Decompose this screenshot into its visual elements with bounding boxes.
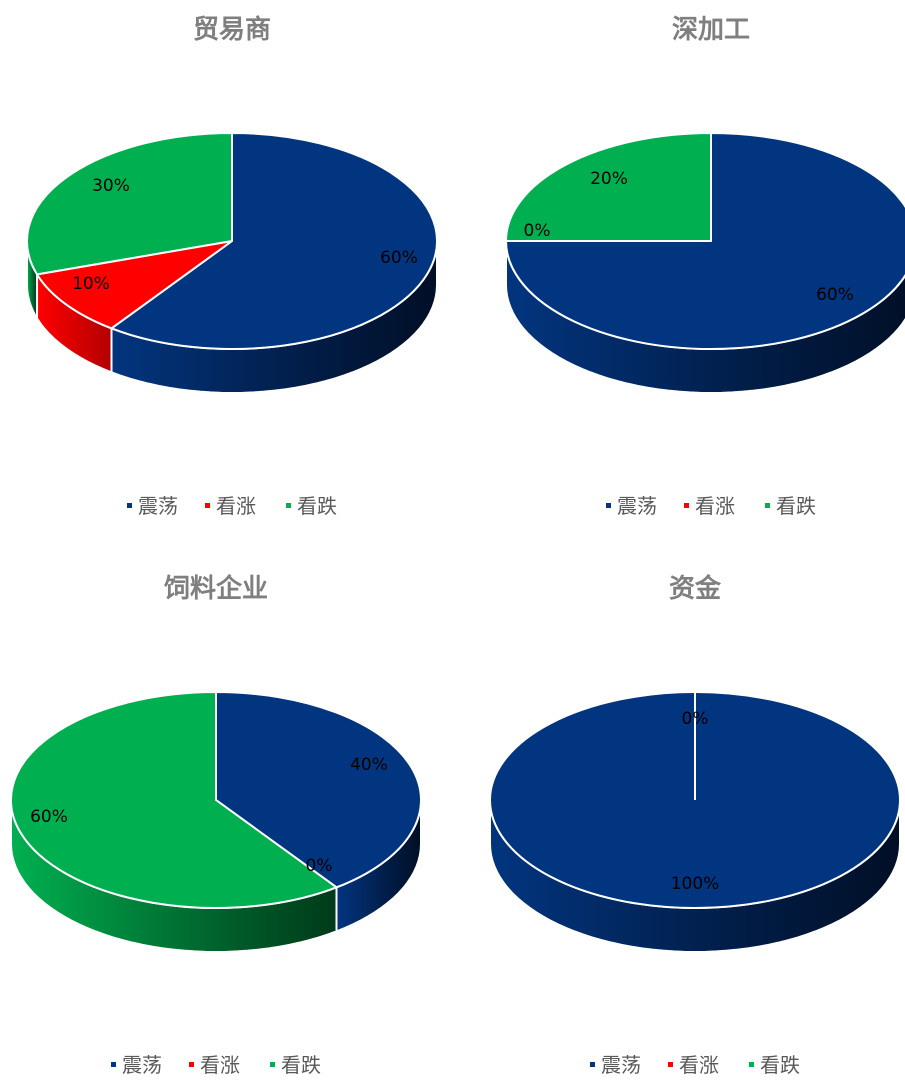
data-label-看涨: 10%	[72, 274, 110, 294]
data-label-看涨: 0%	[682, 709, 709, 729]
chart-title: 饲料企业	[163, 573, 268, 604]
pie-tops	[489, 691, 901, 909]
data-label-震荡: 60%	[816, 285, 854, 305]
legend-label-看涨: 看涨	[695, 494, 735, 518]
legend-swatch-看涨	[205, 503, 210, 508]
pie-slice-看跌	[505, 132, 712, 242]
data-label-看涨: 0%	[306, 856, 333, 876]
legend-swatch-震荡	[127, 503, 132, 508]
data-label-看涨: 0%	[524, 221, 551, 241]
data-label-看跌: 20%	[590, 169, 628, 189]
pie-slice-震荡	[215, 691, 422, 889]
pie-chart-1: 贸易商 60% 10% 30% 震荡 看涨 看跌	[26, 14, 439, 518]
pie-slice-看涨	[36, 240, 233, 330]
legend: 震荡 看涨 看跌	[111, 1053, 321, 1077]
data-label-看跌: 30%	[92, 176, 130, 196]
legend-swatch-看跌	[270, 1062, 275, 1067]
pie-slice-看跌	[26, 132, 233, 276]
pie-slice-看跌	[9, 691, 338, 909]
legend: 震荡 看涨 看跌	[590, 1053, 800, 1077]
legend-swatch-看跌	[286, 503, 291, 508]
pie-slice-震荡	[110, 132, 439, 350]
legend-swatch-看跌	[765, 503, 770, 508]
data-labels: 100% 0%	[671, 709, 720, 894]
chart-title: 资金	[669, 573, 722, 604]
legend-swatch-震荡	[111, 1062, 116, 1067]
legend-label-看跌: 看跌	[281, 1053, 321, 1077]
legend-label-震荡: 震荡	[122, 1053, 162, 1077]
legend-swatch-震荡	[606, 503, 611, 508]
pie-chart-4: 资金 100% 0% 震荡 看涨 看跌	[489, 573, 901, 1077]
pie-chart-3: 饲料企业 40% 0% 60% 震荡 看涨 看跌	[9, 573, 422, 1077]
legend-label-震荡: 震荡	[138, 494, 178, 518]
data-labels: 60% 0% 20%	[524, 169, 854, 305]
legend-swatch-看涨	[668, 1062, 673, 1067]
chart-title: 深加工	[672, 15, 750, 45]
legend-label-看跌: 看跌	[776, 494, 816, 518]
legend-label-看涨: 看涨	[679, 1053, 719, 1077]
pie-tops	[9, 691, 422, 909]
data-label-看跌: 60%	[30, 807, 68, 827]
data-label-震荡: 60%	[380, 248, 418, 268]
pie-tops	[26, 132, 439, 350]
legend-label-看涨: 看涨	[200, 1053, 240, 1077]
pie-chart-2: 深加工 60% 0% 20% 震荡 看涨 看跌	[505, 15, 905, 518]
data-labels: 40% 0% 60%	[30, 755, 388, 876]
legend-swatch-看涨	[189, 1062, 194, 1067]
chart-title: 贸易商	[193, 14, 271, 45]
legend-swatch-看跌	[749, 1062, 754, 1067]
legend-label-看跌: 看跌	[760, 1053, 800, 1077]
legend: 震荡 看涨 看跌	[127, 494, 337, 518]
legend-swatch-看涨	[684, 503, 689, 508]
legend-swatch-震荡	[590, 1062, 595, 1067]
legend-label-震荡: 震荡	[617, 494, 657, 518]
pie-tops	[505, 132, 905, 350]
data-labels: 60% 10% 30%	[72, 176, 418, 294]
data-label-震荡: 100%	[671, 874, 720, 894]
data-label-震荡: 40%	[350, 755, 388, 775]
legend-label-看跌: 看跌	[297, 494, 337, 518]
legend-label-看涨: 看涨	[216, 494, 256, 518]
legend: 震荡 看涨 看跌	[606, 494, 816, 518]
legend-label-震荡: 震荡	[601, 1053, 641, 1077]
